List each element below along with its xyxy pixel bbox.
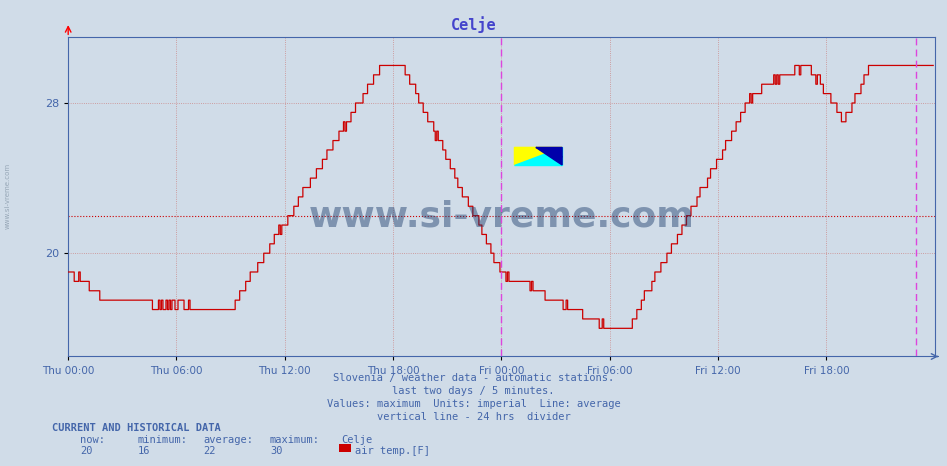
Polygon shape: [536, 147, 563, 157]
Text: Celje: Celje: [341, 435, 372, 445]
Polygon shape: [514, 147, 563, 165]
Text: CURRENT AND HISTORICAL DATA: CURRENT AND HISTORICAL DATA: [52, 423, 221, 433]
Text: www.si-vreme.com: www.si-vreme.com: [309, 199, 694, 233]
Text: maximum:: maximum:: [270, 435, 320, 445]
Polygon shape: [514, 147, 563, 165]
Text: 20: 20: [80, 446, 93, 456]
Text: air temp.[F]: air temp.[F]: [355, 446, 430, 456]
Text: Slovenia / weather data - automatic stations.: Slovenia / weather data - automatic stat…: [333, 373, 614, 383]
Text: vertical line - 24 hrs  divider: vertical line - 24 hrs divider: [377, 412, 570, 422]
Text: Celje: Celje: [451, 16, 496, 33]
Text: 30: 30: [270, 446, 282, 456]
Text: Values: maximum  Units: imperial  Line: average: Values: maximum Units: imperial Line: av…: [327, 399, 620, 409]
Text: 16: 16: [137, 446, 150, 456]
Text: average:: average:: [204, 435, 254, 445]
Polygon shape: [536, 147, 563, 165]
Text: 22: 22: [204, 446, 216, 456]
Text: now:: now:: [80, 435, 105, 445]
Text: last two days / 5 minutes.: last two days / 5 minutes.: [392, 386, 555, 396]
Text: www.si-vreme.com: www.si-vreme.com: [5, 163, 10, 229]
Text: minimum:: minimum:: [137, 435, 188, 445]
